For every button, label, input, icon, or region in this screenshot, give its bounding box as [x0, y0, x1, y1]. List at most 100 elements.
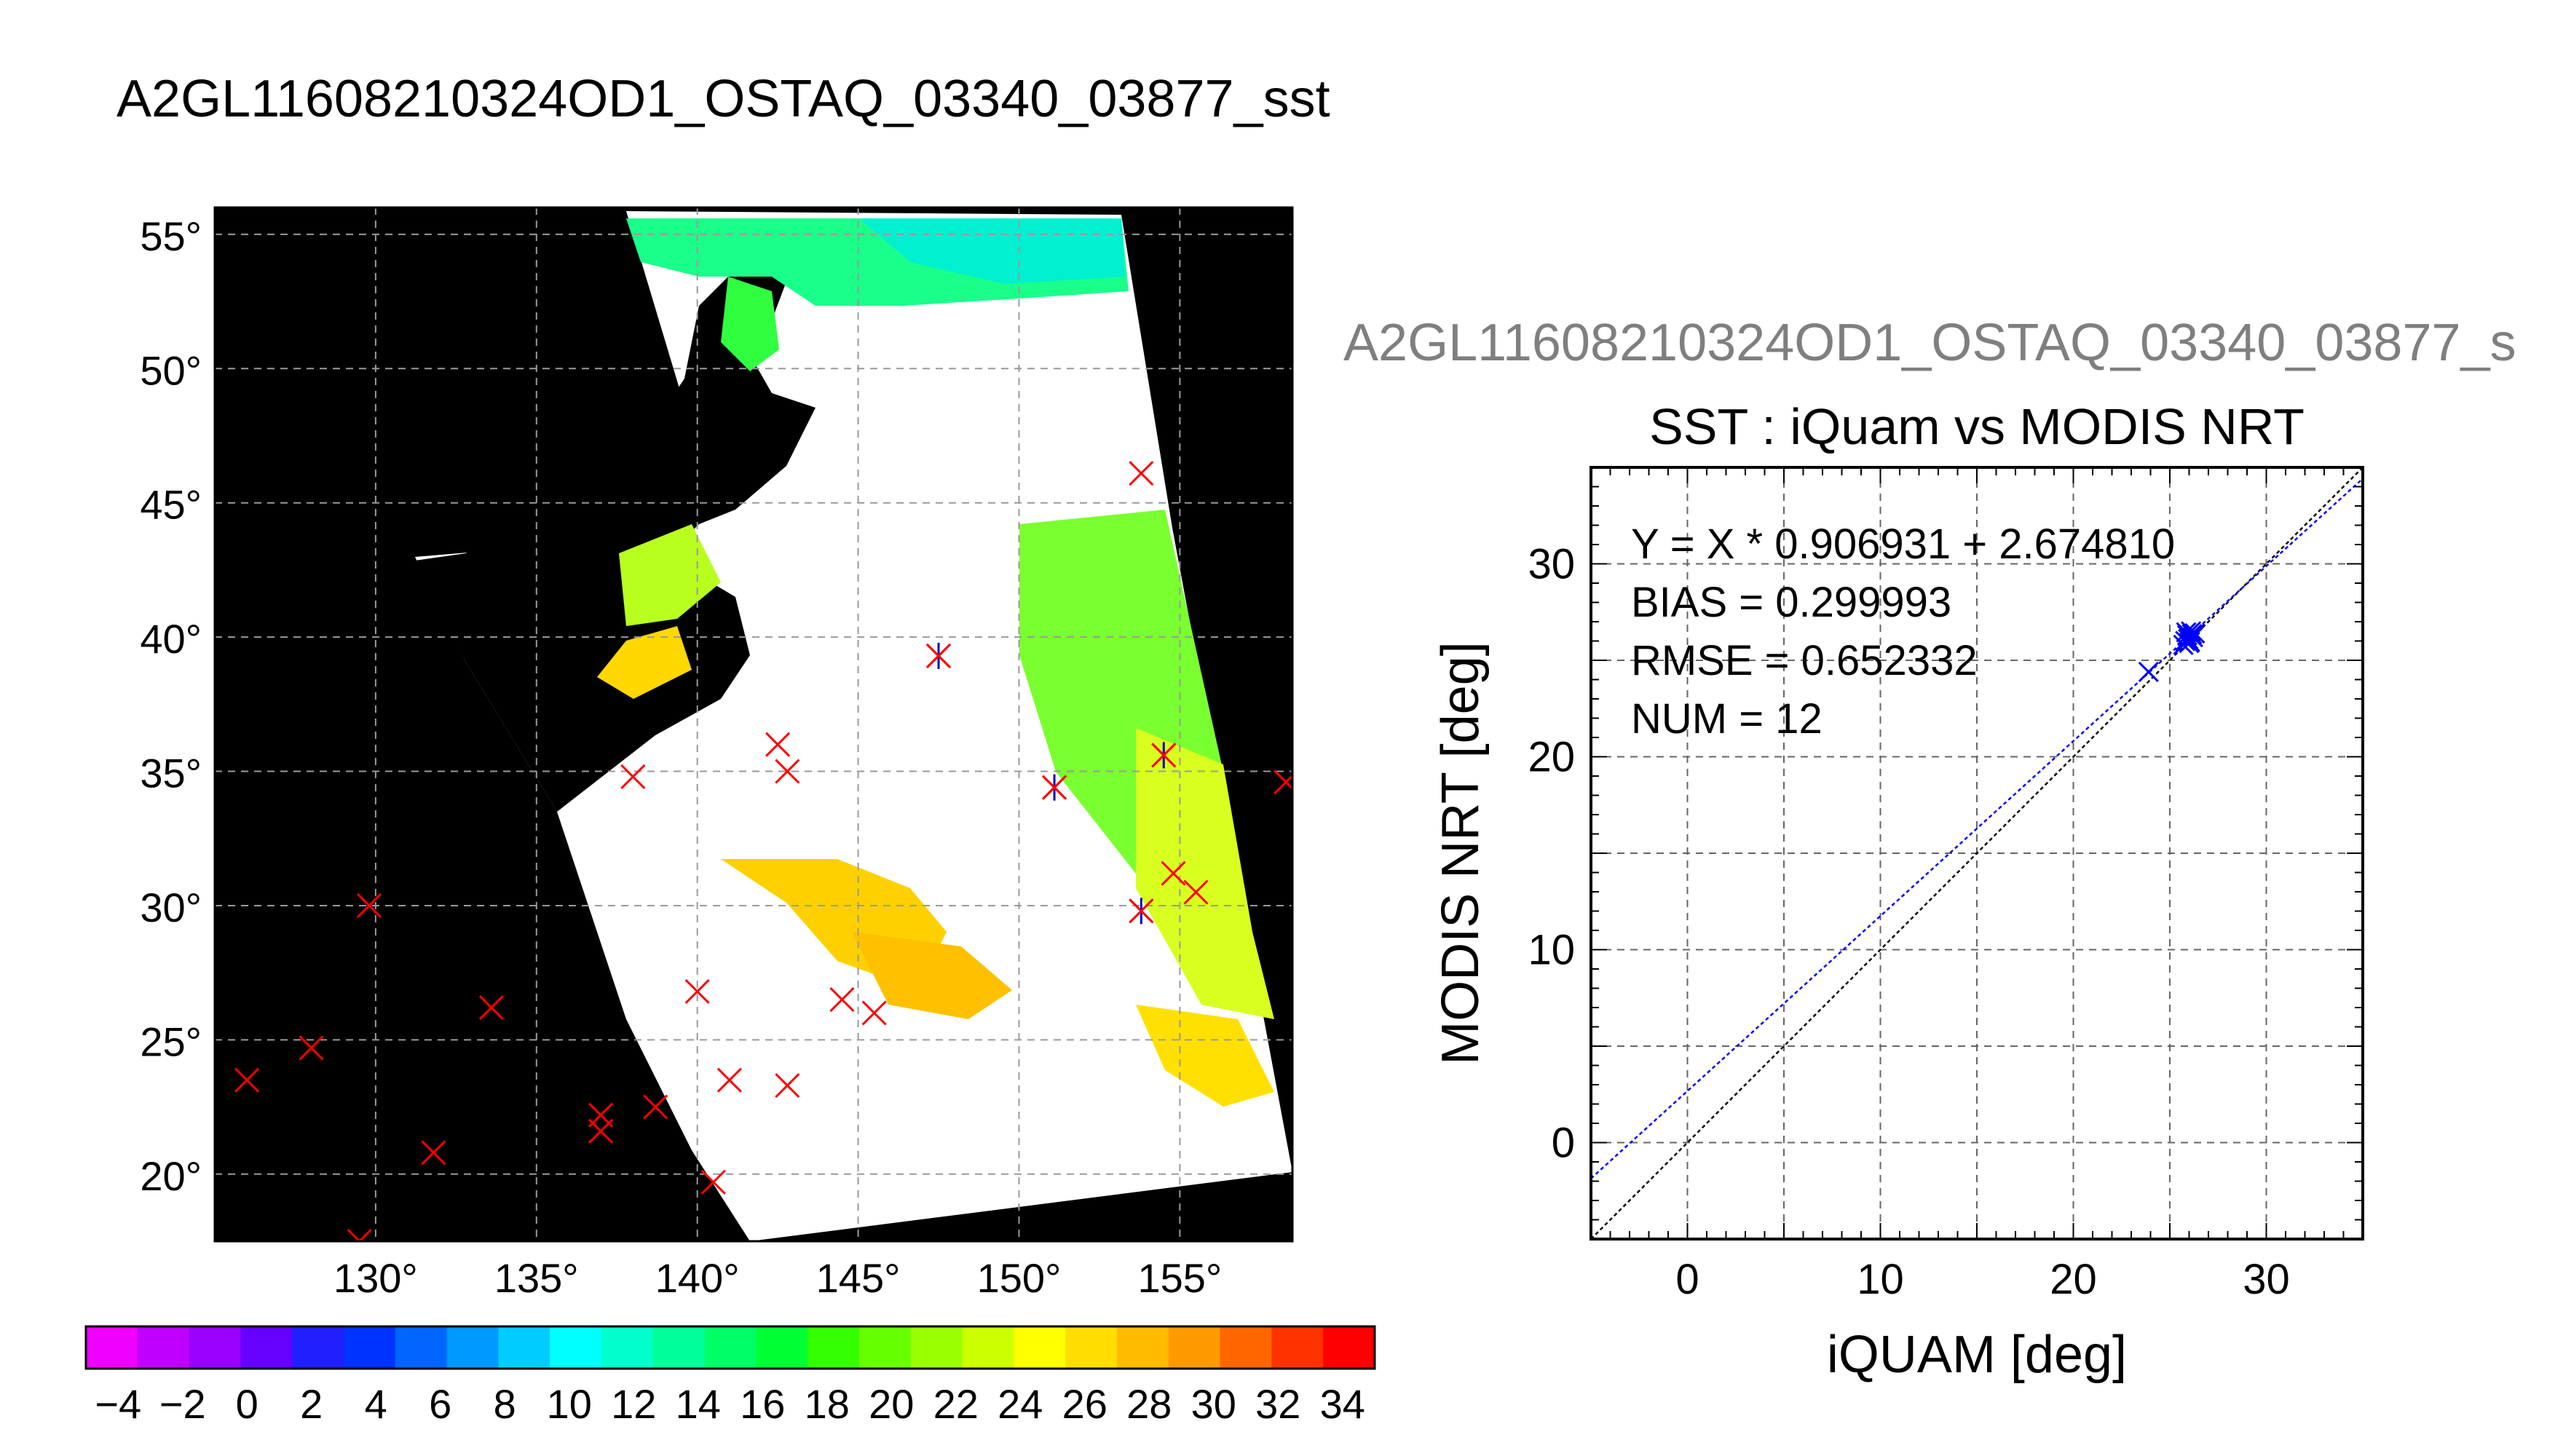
scatter-x-tick-label: 0: [1675, 1256, 1699, 1303]
scatter-y-tick-labels: 0 10 20 30: [1528, 541, 1575, 1167]
scatter-annotation: RMSE = 0.652332: [1631, 637, 1978, 684]
scatter-point: [2181, 624, 2203, 645]
map-marker-red: [1183, 879, 1209, 905]
colorbar-label: 18: [805, 1381, 850, 1427]
colorbar-cells: [86, 1326, 1375, 1369]
colorbar-label: 6: [429, 1381, 451, 1427]
main-title: A2GL11608210324OD1_OSTAQ_03340_03877_sst: [117, 70, 1330, 128]
colorbar-cell: [240, 1326, 293, 1369]
scatter-x-tick-labels: 0 10 20 30: [1675, 1256, 2289, 1303]
map-marker-blue: [925, 642, 952, 669]
swath-area: [415, 211, 1292, 1241]
colorbar-label: 26: [1062, 1381, 1107, 1427]
identity-line: [1590, 467, 2364, 1240]
scatter-file-title: A2GL11608210324OD1_OSTAQ_03340_03877_s: [1343, 314, 2516, 372]
map-lat-label: 50°: [140, 347, 202, 393]
colorbar-cell: [859, 1326, 912, 1369]
colorbar-cell: [1117, 1326, 1169, 1369]
colorbar-cell: [344, 1326, 396, 1369]
colorbar-label: 28: [1126, 1381, 1172, 1427]
map-lat-label: 45°: [140, 482, 202, 528]
colorbar-cell: [292, 1326, 344, 1369]
scatter-x-tick-label: 10: [1857, 1256, 1904, 1303]
map-marker-red: [861, 1000, 887, 1026]
colorbar-label: −2: [159, 1381, 206, 1427]
map-marker-red: [775, 759, 800, 784]
scatter-y-label: MODIS NRT [deg]: [1431, 641, 1490, 1065]
scatter-annotation: NUM = 12: [1631, 695, 1823, 743]
colorbar-cell: [498, 1326, 550, 1369]
scatter-y-tick-label: 10: [1528, 927, 1575, 974]
colorbar-label: 20: [869, 1381, 914, 1427]
map-lat-label: 55°: [140, 213, 202, 259]
scatter-x-tick-label: 30: [2243, 1256, 2290, 1303]
sst-patch-southeast: [1136, 1005, 1274, 1107]
map-marker-red: [700, 1169, 726, 1195]
scatter-annotations: Y = X * 0.906931 + 2.674810 BIAS = 0.2999…: [1631, 521, 2175, 743]
map-marker-red: [775, 1073, 800, 1099]
map-marker-red: [299, 1035, 324, 1061]
scatter-annotation: BIAS = 0.299993: [1631, 579, 1951, 626]
colorbar-label: 2: [300, 1381, 323, 1427]
sst-patch-japan-coast: [597, 626, 692, 699]
map-markers: [234, 461, 1292, 1241]
map-marker-red: [356, 893, 382, 919]
scatter-point: [2138, 661, 2159, 682]
colorbar-cell: [86, 1326, 138, 1369]
map-marker-red: [1273, 769, 1292, 795]
colorbar-cell: [1168, 1326, 1221, 1369]
map-lon-label: 150°: [977, 1255, 1062, 1301]
scatter-y-tick-label: 30: [1528, 541, 1575, 588]
sst-patch-sea: [619, 524, 721, 626]
map-marker-red: [643, 1094, 668, 1120]
map-lon-label: 130°: [333, 1255, 418, 1301]
colorbar-cell: [1014, 1326, 1066, 1369]
colorbar-cell: [910, 1326, 963, 1369]
map-marker-red: [421, 1140, 446, 1166]
map-lat-label: 20°: [140, 1153, 202, 1199]
sst-patch-east: [1136, 728, 1274, 1019]
map-lat-label: 35°: [140, 751, 202, 796]
map-lon-label: 145°: [816, 1255, 901, 1301]
colorbar-cell: [962, 1326, 1014, 1369]
colorbar-label: 10: [547, 1381, 592, 1427]
scatter-annotation: Y = X * 0.906931 + 2.674810: [1631, 521, 2175, 568]
map-lat-label: 40°: [140, 616, 202, 662]
map-lat-label: 30°: [140, 885, 202, 930]
scatter-x-tick-label: 20: [2050, 1256, 2097, 1303]
colorbar-cell: [446, 1326, 499, 1369]
colorbar-cell: [1220, 1326, 1272, 1369]
map-marker-red: [620, 764, 646, 789]
scatter-points: [2138, 621, 2205, 682]
colorbar-labels: −4 −2 0 2 4 6 8 10 12 14 16 18 20 22 24 26 28 30 32 34: [95, 1381, 1365, 1427]
map-marker-blue: [1151, 742, 1177, 769]
land-japan: [415, 262, 816, 812]
colorbar-label: 32: [1255, 1381, 1300, 1427]
map-lat-labels: 55° 50° 45° 40° 35° 30° 25° 20°: [140, 213, 202, 1199]
map-marker-red: [234, 1067, 260, 1093]
colorbar-label: 4: [365, 1381, 387, 1427]
map-frame: [213, 206, 1294, 1243]
colorbar-label: −4: [95, 1381, 141, 1427]
colorbar-label: 24: [998, 1381, 1043, 1427]
colorbar-label: 30: [1191, 1381, 1236, 1427]
map-lon-label: 140°: [655, 1255, 740, 1301]
colorbar-cell: [807, 1326, 860, 1369]
scatter-x-label: iQUAM [deg]: [1827, 1326, 2127, 1384]
colorbar-cell: [550, 1326, 602, 1369]
map-lat-label: 25°: [140, 1018, 202, 1064]
scatter-ticks: [1590, 467, 2364, 1240]
sst-patch-hokkaido: [721, 277, 779, 371]
map-lon-label: 135°: [494, 1255, 579, 1301]
map-marker-red: [588, 1102, 614, 1128]
colorbar-cell: [652, 1326, 706, 1369]
colorbar-cell: [189, 1326, 241, 1369]
colorbar-label: 12: [611, 1381, 656, 1427]
colorbar-cell: [704, 1326, 757, 1369]
colorbar-frame: [84, 1325, 1376, 1370]
scatter-y-tick-label: 20: [1528, 734, 1575, 781]
